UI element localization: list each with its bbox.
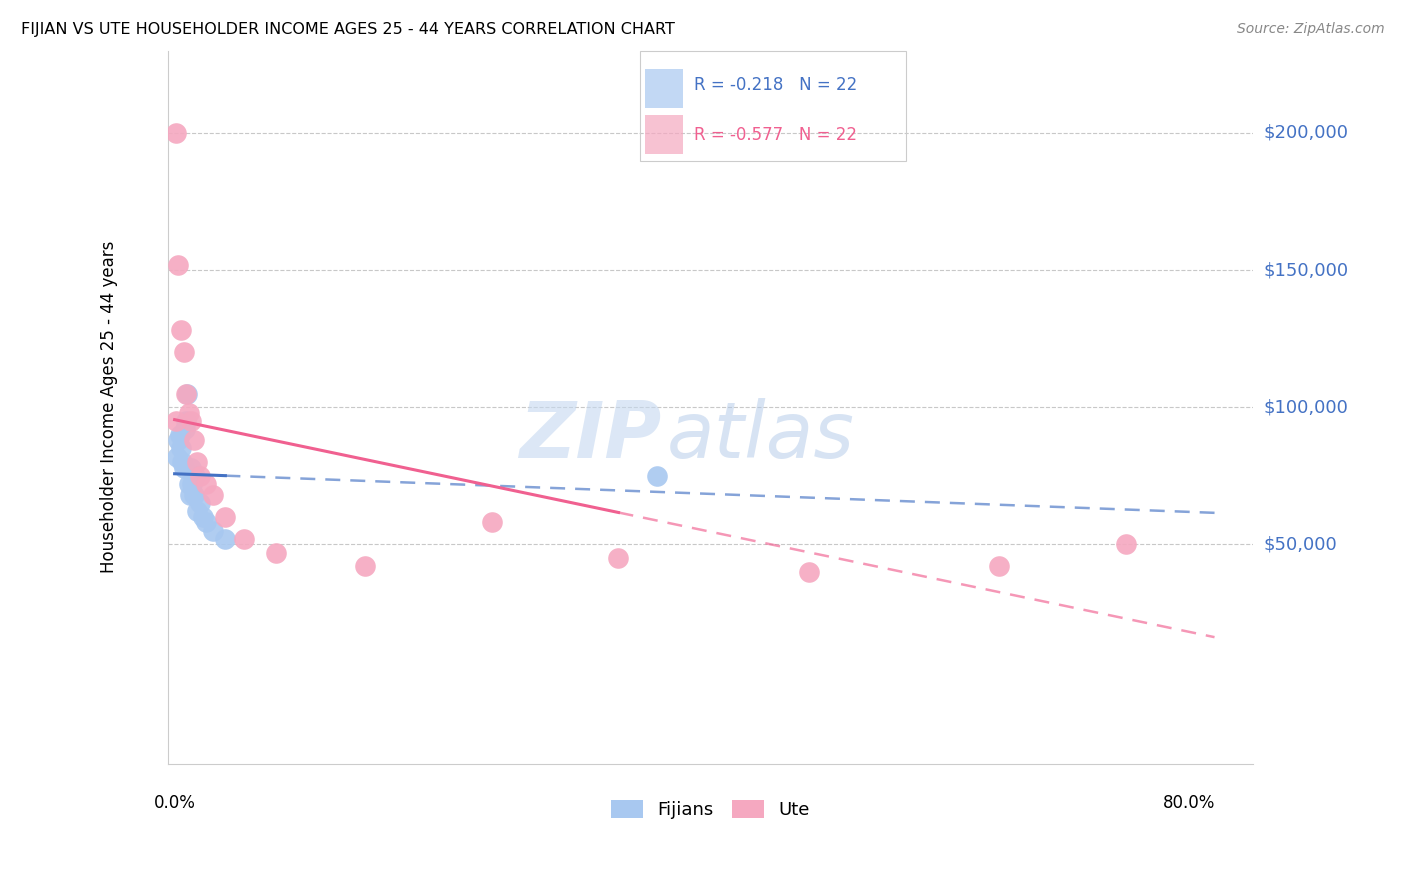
Point bbox=[173, 460, 195, 475]
Point bbox=[167, 433, 190, 447]
Point bbox=[170, 323, 193, 337]
Point bbox=[174, 414, 197, 428]
Point bbox=[186, 504, 208, 518]
Point bbox=[233, 532, 256, 546]
Point bbox=[166, 450, 188, 464]
Point bbox=[181, 477, 204, 491]
Point bbox=[170, 442, 193, 456]
Point bbox=[645, 468, 668, 483]
Point bbox=[183, 488, 205, 502]
Text: $100,000: $100,000 bbox=[1264, 398, 1348, 417]
Point bbox=[201, 524, 224, 538]
Text: Source: ZipAtlas.com: Source: ZipAtlas.com bbox=[1237, 22, 1385, 37]
Point bbox=[188, 468, 211, 483]
Point bbox=[195, 516, 218, 530]
Text: 80.0%: 80.0% bbox=[1163, 795, 1215, 813]
Point bbox=[264, 546, 287, 560]
Point bbox=[481, 516, 503, 530]
Point bbox=[201, 488, 224, 502]
Text: $50,000: $50,000 bbox=[1264, 535, 1337, 553]
Point bbox=[169, 427, 191, 442]
Point bbox=[797, 565, 820, 579]
Point bbox=[177, 406, 200, 420]
Text: ZIP: ZIP bbox=[519, 398, 662, 474]
Point bbox=[179, 488, 201, 502]
Text: R = -0.218   N = 22: R = -0.218 N = 22 bbox=[695, 76, 858, 94]
Point bbox=[607, 551, 630, 566]
FancyBboxPatch shape bbox=[645, 69, 683, 108]
Text: 0.0%: 0.0% bbox=[153, 795, 195, 813]
Point bbox=[191, 510, 214, 524]
Text: $200,000: $200,000 bbox=[1264, 124, 1348, 142]
Legend: Fijians, Ute: Fijians, Ute bbox=[603, 792, 817, 826]
Point bbox=[183, 433, 205, 447]
Point bbox=[987, 559, 1010, 574]
Point bbox=[186, 455, 208, 469]
Point bbox=[184, 468, 207, 483]
Point bbox=[180, 460, 202, 475]
Text: R = -0.577   N = 22: R = -0.577 N = 22 bbox=[695, 126, 858, 144]
Point bbox=[173, 422, 195, 436]
Text: atlas: atlas bbox=[666, 398, 855, 474]
Point bbox=[214, 532, 236, 546]
Point bbox=[165, 414, 187, 428]
Point bbox=[174, 386, 197, 401]
Point bbox=[195, 477, 218, 491]
Point bbox=[354, 559, 377, 574]
Point bbox=[214, 510, 236, 524]
Point bbox=[180, 414, 202, 428]
Text: FIJIAN VS UTE HOUSEHOLDER INCOME AGES 25 - 44 YEARS CORRELATION CHART: FIJIAN VS UTE HOUSEHOLDER INCOME AGES 25… bbox=[21, 22, 675, 37]
Point bbox=[1115, 537, 1137, 551]
Point bbox=[165, 126, 187, 140]
Text: Householder Income Ages 25 - 44 years: Householder Income Ages 25 - 44 years bbox=[100, 241, 118, 574]
Point bbox=[177, 477, 200, 491]
Text: $150,000: $150,000 bbox=[1264, 261, 1348, 279]
Point bbox=[188, 496, 211, 510]
Point bbox=[167, 258, 190, 272]
Point bbox=[172, 455, 194, 469]
Point bbox=[173, 345, 195, 359]
FancyBboxPatch shape bbox=[645, 115, 683, 154]
Point bbox=[176, 386, 198, 401]
